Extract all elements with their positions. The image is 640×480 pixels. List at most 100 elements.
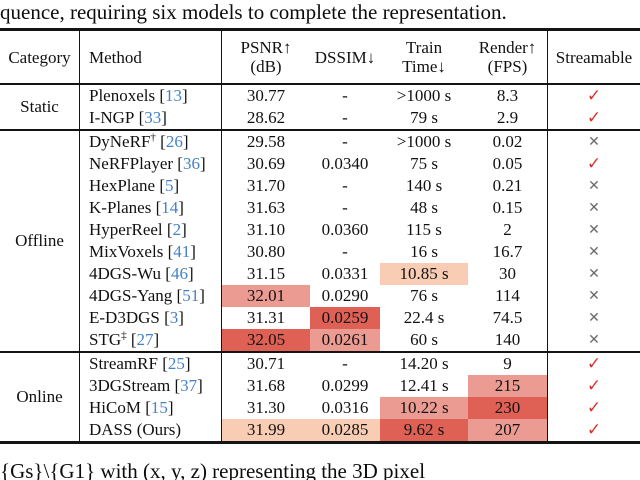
citation-link[interactable]: 2 — [172, 220, 182, 239]
citation-link[interactable]: 36 — [182, 154, 200, 173]
dssim-cell: - — [342, 354, 348, 373]
method-name: K-Planes — [89, 198, 152, 217]
train-time-cell: 60 s — [410, 330, 438, 349]
dssim-cell: 0.0259 — [310, 307, 380, 329]
dssim-cell: - — [342, 108, 348, 127]
method-cell: 4DGS-Yang [51] — [80, 285, 222, 307]
psnr-cell: 31.70 — [246, 176, 286, 195]
cite-bracket-left: [ — [159, 308, 170, 327]
method-cell: K-Planes [14] — [80, 197, 222, 219]
psnr-cell: 31.68 — [246, 376, 286, 395]
psnr-cell: 31.31 — [246, 308, 286, 327]
table-row: NeRFPlayer [36] 30.69 0.0340 75 s 0.05 ✓ — [80, 153, 640, 175]
render-fps-cell: 215 — [468, 375, 547, 397]
citation-link[interactable]: 13 — [165, 86, 183, 105]
cite-bracket-left: [ — [161, 264, 171, 283]
dssim-cell: - — [342, 176, 348, 195]
cite-bracket-right: ] — [187, 264, 194, 283]
dssim-cell: 0.0285 — [310, 419, 380, 441]
train-time-cell: 10.22 s — [380, 397, 468, 419]
citation-link[interactable]: 14 — [161, 198, 179, 217]
dssim-cell: - — [342, 132, 348, 151]
citation-link[interactable]: 26 — [165, 132, 183, 151]
method-cell: DASS (Ours) — [80, 419, 222, 441]
cite-bracket-left: [ — [157, 354, 168, 373]
paragraph-fragment-bottom: {Gs}\{G1} with (x, y, z) representing th… — [0, 459, 426, 480]
dssim-cell: - — [342, 86, 348, 105]
header-psnr-line2: (dB) — [250, 57, 282, 76]
table-header-row: Category Method PSNR↑ (dB) DSSIM↓ Train Ti… — [0, 31, 640, 85]
dssim-cell: - — [342, 198, 348, 217]
table-row: 4DGS-Yang [51] 32.01 0.0290 76 s 114 ✕ — [80, 285, 640, 307]
cite-bracket-right: ] — [190, 242, 196, 261]
streamable-mark: ✕ — [547, 307, 640, 329]
header-category: Category — [0, 31, 80, 83]
cite-bracket-left: [ — [155, 86, 166, 105]
render-fps-cell: 0.21 — [492, 176, 523, 195]
citation-link[interactable]: 37 — [180, 376, 198, 395]
method-name: HexPlane — [89, 176, 156, 195]
header-method: Method — [80, 31, 222, 83]
render-fps-cell: 0.05 — [492, 154, 523, 173]
psnr-cell: 31.30 — [246, 398, 286, 417]
train-time-cell: >1000 s — [396, 132, 452, 151]
citation-link[interactable]: 33 — [144, 108, 162, 127]
cite-bracket-right: ] — [182, 86, 188, 105]
header-train-time: Train Time↓ — [380, 31, 468, 83]
render-fps-cell: 30 — [499, 264, 516, 283]
cite-bracket-left: [ — [163, 242, 174, 261]
render-fps-cell: 74.5 — [492, 308, 523, 327]
citation-link[interactable]: 27 — [136, 330, 154, 349]
streamable-mark: ✓ — [547, 353, 640, 375]
table-row: I-NGP [33] 28.62 - 79 s 2.9 ✓ — [80, 107, 640, 129]
render-fps-cell: 140 — [494, 330, 521, 349]
dssim-cell: 0.0261 — [310, 329, 380, 351]
table-row: STG‡ [27] 32.05 0.0261 60 s 140 ✕ — [80, 329, 640, 351]
psnr-cell: 30.77 — [246, 86, 286, 105]
method-cell: Plenoxels [13] — [80, 85, 222, 107]
cite-bracket-left: [ — [155, 176, 166, 195]
table-row: DASS (Ours) 31.99 0.0285 9.62 s 207 ✓ — [80, 419, 640, 441]
header-method-label: Method — [89, 47, 142, 67]
dssim-cell: - — [342, 242, 348, 261]
citation-link[interactable]: 25 — [167, 354, 185, 373]
render-fps-cell: 9 — [503, 354, 512, 373]
method-cell: E-D3DGS [3] — [80, 307, 222, 329]
cite-bracket-left: [ — [172, 286, 183, 305]
cite-bracket-right: ] — [181, 220, 187, 239]
cite-bracket-right: ] — [178, 198, 184, 217]
method-superscript: † — [150, 131, 156, 144]
method-cell: 3DGStream [37] — [80, 375, 222, 397]
header-render-fps: Render↑ (FPS) — [468, 31, 547, 83]
cite-bracket-left: [ — [134, 108, 145, 127]
train-time-cell: 76 s — [410, 286, 438, 305]
train-time-cell: 75 s — [410, 154, 438, 173]
dssim-cell: 0.0316 — [321, 398, 369, 417]
category-cell: Online — [0, 353, 80, 441]
table-row: HexPlane [5] 31.70 - 140 s 0.21 ✕ — [80, 175, 640, 197]
streamable-mark: ✓ — [547, 85, 640, 107]
train-time-cell: 16 s — [410, 242, 438, 261]
cite-bracket-right: ] — [153, 330, 160, 349]
psnr-cell: 32.05 — [222, 329, 310, 351]
method-name: 3DGStream — [89, 376, 171, 395]
cite-bracket-right: ] — [178, 308, 184, 327]
render-fps-cell: 0.15 — [492, 198, 523, 217]
citation-link[interactable]: 15 — [150, 398, 168, 417]
citation-link[interactable]: 41 — [173, 242, 191, 261]
method-name: StreamRF — [89, 354, 158, 373]
method-name: I-NGP — [89, 108, 135, 127]
streamable-mark: ✕ — [547, 241, 640, 263]
method-name: 4DGS-Yang — [89, 286, 173, 305]
cite-bracket-right: ] — [184, 354, 191, 373]
citation-link[interactable]: 5 — [165, 176, 174, 195]
method-name: 4DGS-Wu — [89, 264, 162, 283]
dssim-cell: 0.0331 — [321, 264, 369, 283]
citation-link[interactable]: 46 — [170, 264, 188, 283]
cite-bracket-left: [ — [170, 376, 181, 395]
header-category-label: Category — [8, 47, 71, 67]
citation-link[interactable]: 3 — [169, 308, 179, 327]
citation-link[interactable]: 51 — [182, 286, 200, 305]
method-cell: HyperReel [2] — [80, 219, 222, 241]
table-row: E-D3DGS [3] 31.31 0.0259 22.4 s 74.5 ✕ — [80, 307, 640, 329]
